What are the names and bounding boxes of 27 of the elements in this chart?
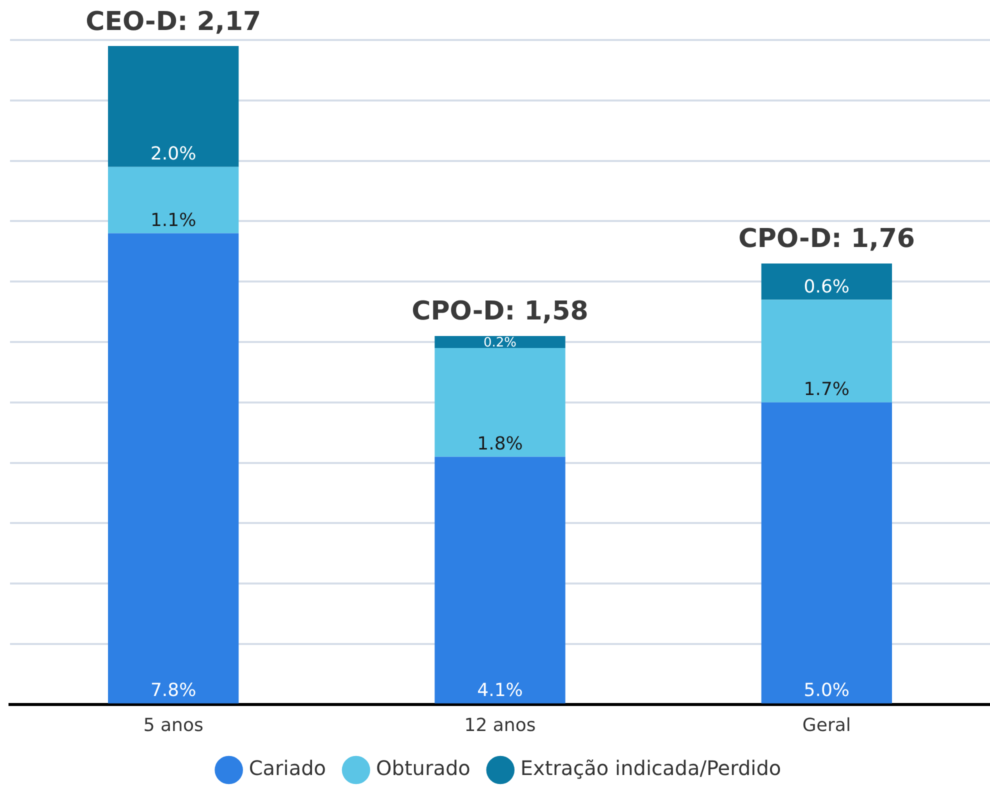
legend-label: Extração indicada/Perdido bbox=[520, 756, 782, 780]
data-label: 1.8% bbox=[477, 433, 523, 454]
legend-label: Cariado bbox=[248, 756, 326, 780]
x-tick-label: Geral bbox=[802, 714, 851, 736]
bar bbox=[434, 348, 566, 457]
data-label: 4.1% bbox=[477, 680, 523, 702]
bar bbox=[761, 402, 892, 704]
annotation: CEO-D: 2,17 bbox=[86, 6, 262, 37]
legend-label: Obturado bbox=[376, 756, 470, 780]
x-tick-label: 5 anos bbox=[143, 714, 204, 736]
annotation: CPO-D: 1,58 bbox=[412, 296, 588, 327]
annotation: CPO-D: 1,76 bbox=[738, 224, 916, 254]
data-label: 0.2% bbox=[483, 335, 517, 350]
data-label: 0.6% bbox=[804, 276, 850, 298]
data-label: 1.7% bbox=[804, 379, 850, 400]
x-tick-label: 12 anos bbox=[464, 714, 536, 736]
data-label: 2.0% bbox=[150, 144, 196, 165]
bar bbox=[761, 300, 892, 402]
data-label: 7.8% bbox=[150, 680, 196, 702]
bar bbox=[108, 46, 239, 167]
bar bbox=[434, 336, 566, 348]
data-label: 5.0% bbox=[804, 680, 850, 702]
bar bbox=[434, 456, 566, 704]
bar bbox=[108, 166, 239, 234]
bar bbox=[108, 233, 239, 704]
bar bbox=[761, 263, 892, 300]
data-label: 1.1% bbox=[150, 210, 196, 231]
